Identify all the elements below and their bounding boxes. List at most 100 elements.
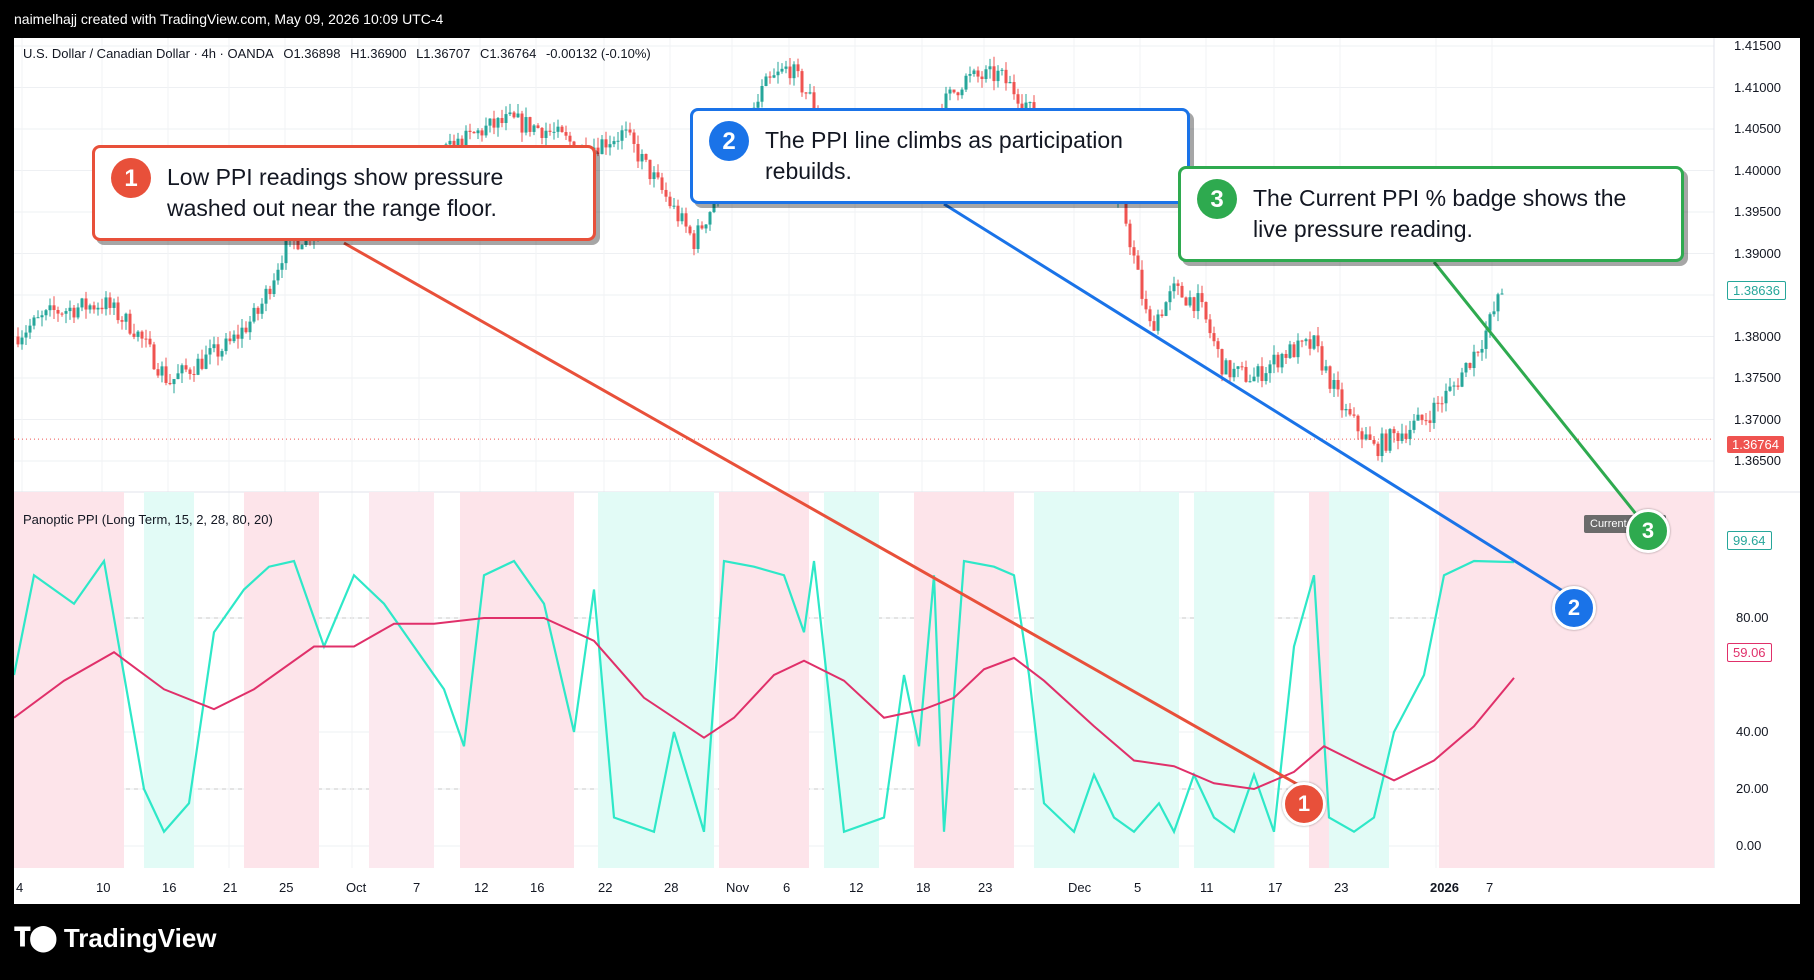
time-axis-label: 7 xyxy=(413,880,421,895)
time-axis-label: 22 xyxy=(598,880,613,895)
candle-body xyxy=(252,307,256,322)
tradingview-logo[interactable]: 𝐓⬤ TradingView xyxy=(14,922,217,954)
candle-body xyxy=(552,131,556,133)
candle-body xyxy=(124,313,128,322)
candle-body xyxy=(488,118,492,126)
candle-body xyxy=(1236,366,1240,369)
chart-canvas[interactable] xyxy=(14,38,1800,904)
candle-body xyxy=(1156,314,1160,331)
candle-body xyxy=(1424,420,1428,422)
callout-1: 1 Low PPI readings show pressure washed … xyxy=(92,145,596,241)
time-axis-label: 12 xyxy=(474,880,489,895)
candle-body xyxy=(600,139,604,155)
candle-body xyxy=(964,75,968,90)
candle-body xyxy=(1160,314,1164,316)
tradingview-mark-icon: 𝐓⬤ xyxy=(14,922,58,952)
candle-body xyxy=(568,135,572,142)
candle-body xyxy=(776,71,780,76)
symbol-legend: U.S. Dollar / Canadian Dollar · 4h · OAN… xyxy=(23,46,657,61)
candle-body xyxy=(1468,362,1472,369)
candle-body xyxy=(1172,283,1176,292)
attribution-bar: naimelhajj created with TradingView.com,… xyxy=(0,0,1814,38)
ppi-zone-band xyxy=(824,492,879,868)
candle-body xyxy=(1268,364,1272,374)
candle-body xyxy=(1328,366,1332,389)
candle-body xyxy=(784,66,788,69)
candle-body xyxy=(1304,339,1308,342)
candle-body xyxy=(216,344,220,357)
candle-body xyxy=(1256,366,1260,377)
candle-body xyxy=(788,66,792,79)
candle-body xyxy=(76,307,80,318)
candle-body xyxy=(1176,283,1180,286)
candle-body xyxy=(116,302,120,321)
candle-body xyxy=(984,69,988,80)
candle-body xyxy=(560,126,564,133)
candle-body xyxy=(800,71,804,93)
candle-body xyxy=(244,327,248,333)
candle-body xyxy=(1292,344,1296,358)
candle-body xyxy=(1456,385,1460,387)
ppi-zone-band xyxy=(244,492,319,868)
candle-body xyxy=(1480,348,1484,353)
candle-body xyxy=(660,177,664,190)
candle-body xyxy=(108,297,112,308)
time-axis-label: 7 xyxy=(1486,880,1494,895)
candle-body xyxy=(1288,344,1292,358)
callout-1-text: Low PPI readings show pressure washed ou… xyxy=(167,164,504,221)
ppi-zone-band xyxy=(598,492,714,868)
candle-body xyxy=(1200,293,1204,303)
candle-body xyxy=(492,118,496,128)
candle-body xyxy=(948,89,952,94)
candle-body xyxy=(944,93,948,117)
chart-area[interactable]: U.S. Dollar / Canadian Dollar · 4h · OAN… xyxy=(14,38,1800,904)
candle-body xyxy=(1404,433,1408,439)
candle-body xyxy=(88,305,92,310)
candle-body xyxy=(1196,293,1200,312)
candle-body xyxy=(148,338,152,345)
price-axis-label: 1.39500 xyxy=(1734,204,1781,219)
callout-1-connector xyxy=(343,241,1305,790)
candle-body xyxy=(152,344,156,370)
candle-body xyxy=(1448,386,1452,391)
candle-body xyxy=(1240,366,1244,368)
candle-body xyxy=(1464,362,1468,373)
indicator-legend[interactable]: Panoptic PPI (Long Term, 15, 2, 28, 80, … xyxy=(23,512,273,527)
candle-body xyxy=(972,70,976,75)
candle-body xyxy=(536,125,540,128)
candle-body xyxy=(980,76,984,80)
candle-body xyxy=(548,130,552,132)
candle-body xyxy=(808,92,812,94)
candle-body xyxy=(1380,433,1384,457)
candle-body xyxy=(1488,314,1492,331)
candle-body xyxy=(1168,291,1172,303)
time-axis-label: 21 xyxy=(223,880,238,895)
ppi-zone-band xyxy=(1034,492,1179,868)
attribution-text: naimelhajj created with TradingView.com,… xyxy=(14,11,444,27)
candle-body xyxy=(812,92,816,109)
candle-body xyxy=(280,263,284,270)
candle-body xyxy=(1212,333,1216,342)
candle-body xyxy=(1296,340,1300,358)
tradingview-logo-text: TradingView xyxy=(63,922,217,953)
candle-body xyxy=(1216,341,1220,350)
ppi-axis-label: 40.00 xyxy=(1736,724,1769,739)
candle-body xyxy=(40,315,44,318)
time-axis-label: 18 xyxy=(916,880,931,895)
candle-body xyxy=(168,382,172,385)
candle-body xyxy=(976,70,980,77)
candle-body xyxy=(100,307,104,310)
time-axis-label: 16 xyxy=(162,880,177,895)
candle-body xyxy=(696,225,700,249)
candle-body xyxy=(164,366,168,383)
candle-body xyxy=(140,331,144,339)
candle-body xyxy=(104,297,108,310)
time-axis-label: 2026 xyxy=(1430,880,1459,895)
candle-body xyxy=(504,114,508,124)
candle-body xyxy=(652,172,656,180)
candle-body xyxy=(1224,360,1228,375)
candle-body xyxy=(264,288,268,304)
time-axis-label: 10 xyxy=(96,880,111,895)
marker-1: 1 xyxy=(1282,782,1326,826)
candle-body xyxy=(620,130,624,141)
